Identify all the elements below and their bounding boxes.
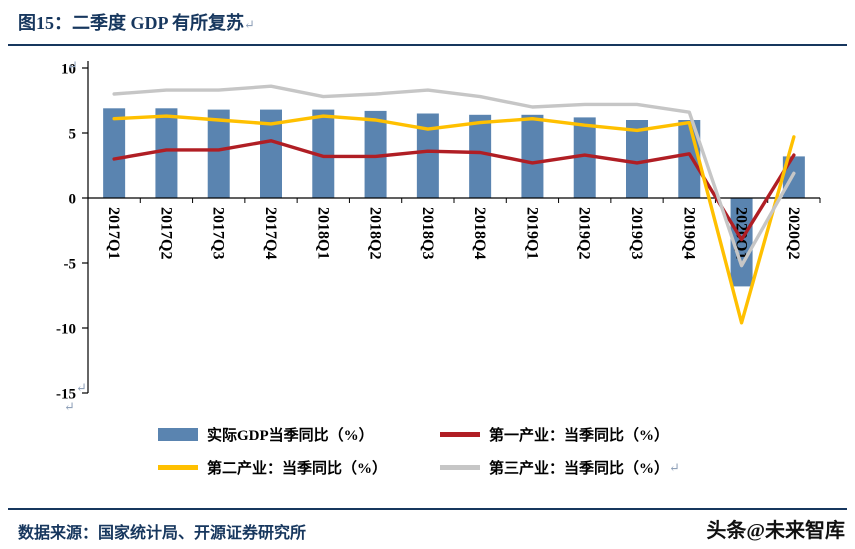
figure-title: 图15：二季度 GDP 有所复苏↵: [18, 9, 255, 35]
legend-item-secondary-industry: 第二产业：当季同比（%）: [158, 457, 387, 478]
gdp-chart: 10 5 0 -5 -10 -15 2017Q1 2017Q2 2017Q3 2017Q4 2018…: [56, 61, 821, 403]
return-mark: ↵: [76, 380, 87, 395]
x-tick-label-2018Q4: 2018Q4: [471, 207, 488, 259]
tertiary-industry-line-swatch: [440, 465, 480, 470]
x-tick-label-2018Q3: 2018Q3: [419, 207, 436, 259]
watermark-text: 头条@未来智库: [706, 520, 845, 542]
legend-label: 实际GDP当季同比（%）: [207, 428, 374, 444]
return-mark: ↵: [669, 459, 680, 475]
secondary-industry-line-swatch: [158, 465, 198, 470]
bottom-divider: [8, 508, 847, 510]
bar-2020Q1: [730, 198, 753, 287]
return-mark: ↵: [64, 399, 75, 414]
y-tick-label: -10: [56, 322, 76, 338]
y-tick-label: -5: [64, 257, 77, 273]
bar-2019Q1: [521, 114, 544, 198]
bar-2018Q2: [364, 110, 387, 198]
y-tick-label: 0: [69, 192, 77, 208]
x-tick-label-2017Q2: 2017Q2: [157, 207, 174, 259]
y-tick-label: -15: [56, 387, 76, 403]
x-tick-label-2019Q2: 2019Q2: [576, 207, 593, 259]
bar-2017Q4: [260, 109, 282, 198]
top-divider: [8, 44, 847, 46]
bar-2018Q3: [416, 113, 439, 198]
x-tick-label-2019Q3: 2019Q3: [628, 207, 645, 259]
legend-label: 第二产业：当季同比（%）: [207, 461, 388, 477]
y-tick-label: 10: [61, 62, 76, 78]
bar-2019Q2: [573, 117, 596, 198]
bar-2019Q3: [626, 120, 648, 198]
x-tick-label-2018Q2: 2018Q2: [367, 207, 384, 259]
return-mark: ↵: [244, 17, 255, 32]
line-第一产业：当季同比（%）: [112, 139, 796, 242]
x-tick-label-2019Q4: 2019Q4: [680, 207, 697, 259]
legend-item-tertiary-industry: 第三产业：当季同比（%） ↵: [440, 457, 680, 478]
x-tick-label-2017Q1: 2017Q1: [105, 207, 122, 259]
line-第二产业：当季同比（%）: [112, 114, 796, 325]
legend-item-primary-industry: 第一产业：当季同比（%）: [440, 424, 669, 445]
x-tick-label-2017Q3: 2017Q3: [210, 207, 227, 259]
x-tick-label-2020Q1: 2020Q1: [733, 207, 750, 259]
bar-2017Q3: [207, 109, 230, 198]
line-第三产业：当季同比（%）: [112, 84, 796, 268]
bar-2018Q4: [469, 114, 492, 198]
gdp-bar-swatch: [158, 428, 198, 441]
bar-2017Q2: [155, 108, 178, 198]
bar-2017Q1: [103, 108, 126, 198]
bar-2018Q1: [312, 109, 335, 198]
chart-legend: 实际GDP当季同比（%） 第一产业：当季同比（%） 第二产业：当季同比（%） 第…: [0, 418, 855, 488]
y-tick-label: 5: [69, 127, 77, 143]
data-source-note: 数据来源：国家统计局、开源证券研究所: [18, 525, 307, 542]
legend-label: 第一产业：当季同比（%）: [489, 428, 670, 444]
x-tick-label-2020Q2: 2020Q2: [785, 207, 802, 259]
x-tick-label-2019Q1: 2019Q1: [523, 207, 540, 259]
figure-title-text: 图15：二季度 GDP 有所复苏: [18, 13, 245, 33]
primary-industry-line-swatch: [440, 432, 480, 437]
x-tick-label-2017Q4: 2017Q4: [262, 207, 279, 259]
legend-item-gdp: 实际GDP当季同比（%）: [158, 424, 374, 445]
return-mark: ↵: [67, 58, 78, 73]
legend-label: 第三产业：当季同比（%）: [489, 461, 670, 477]
x-tick-label-2018Q1: 2018Q1: [314, 207, 331, 259]
